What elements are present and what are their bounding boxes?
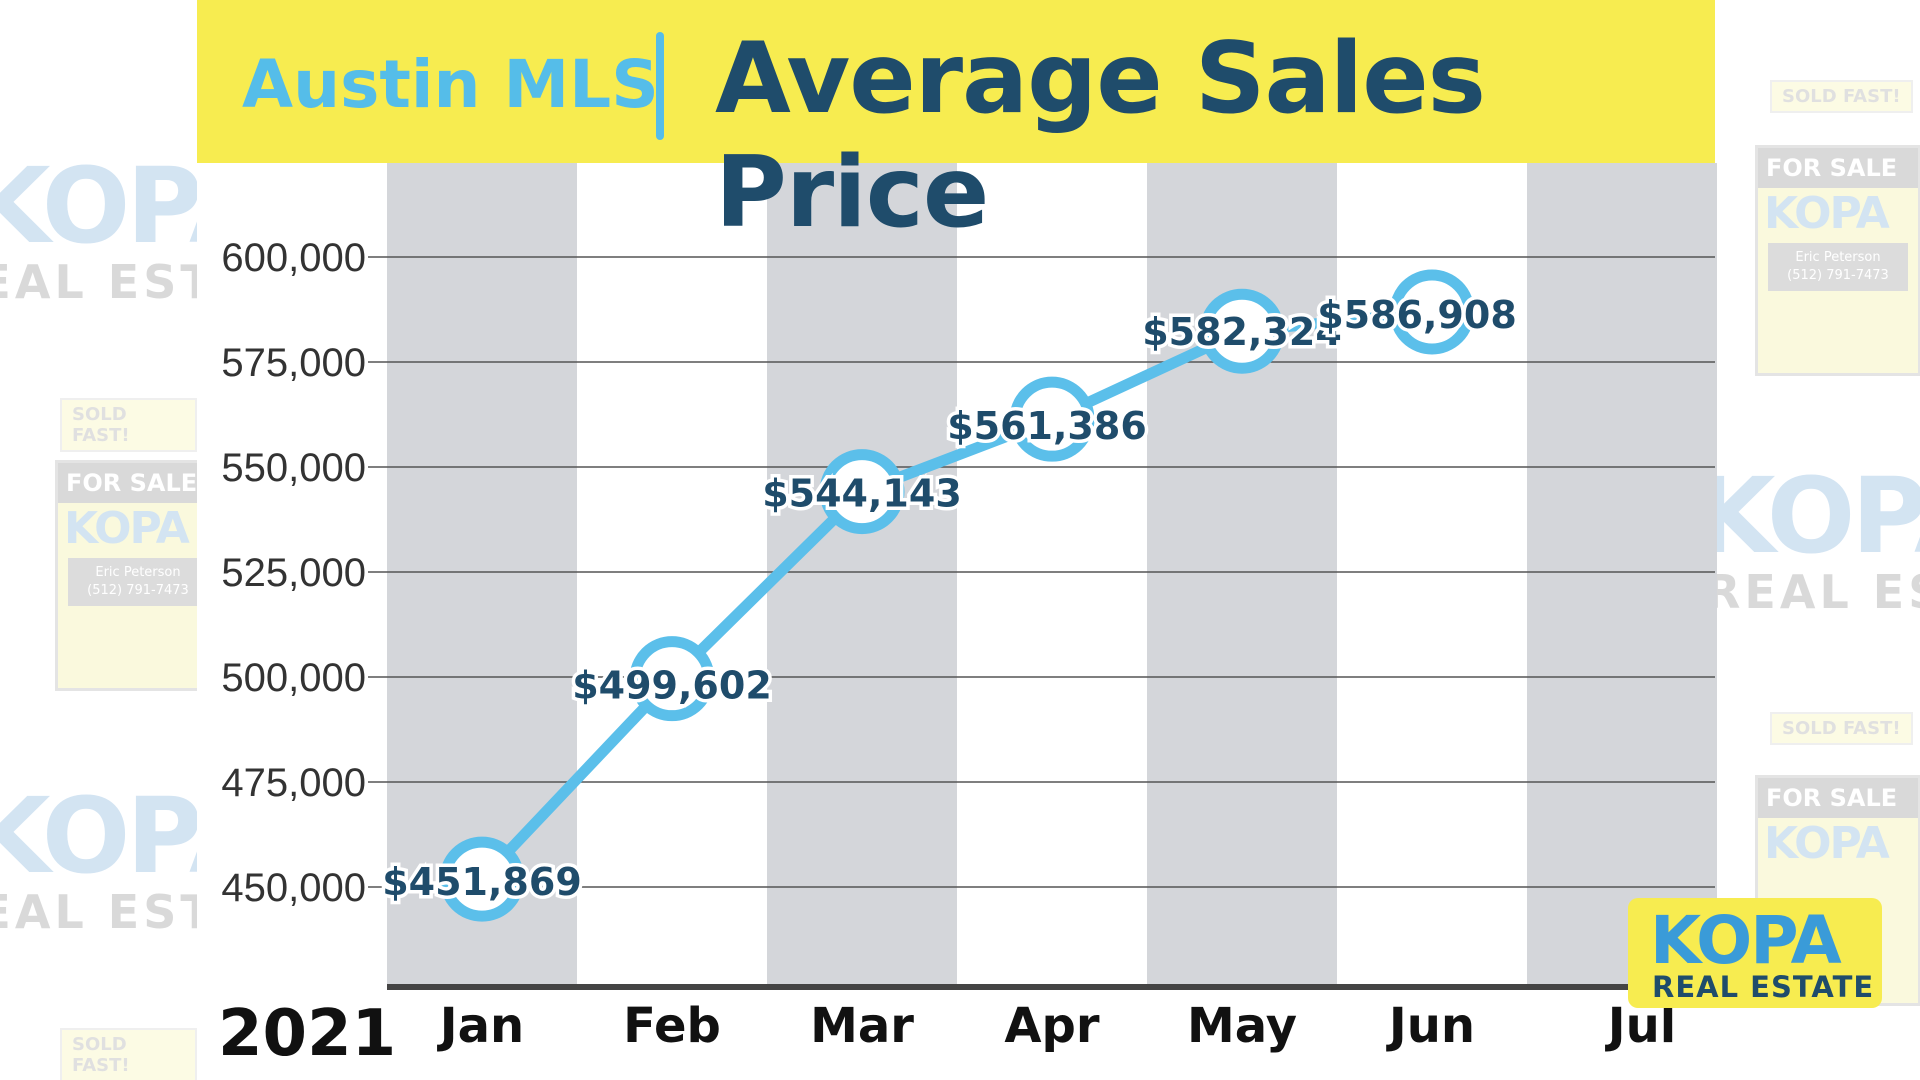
x-axis-labels: Jan Feb Mar Apr May Jun Jul [437,998,1676,1054]
series-line [439,269,1475,922]
title-banner: Austin MLS Average Sales Price [197,0,1715,250]
watermark-sub: REAL ESTATE [0,255,197,309]
market-label: Austin MLS [242,46,659,123]
year-label: 2021 [218,997,396,1071]
watermark-sub: REAL ESTATE [0,885,197,939]
sign-header: FOR SALE [1758,778,1918,818]
sign-header: FOR SALE [1758,148,1918,188]
column-stripes [387,163,1717,985]
data-point-marker [629,636,715,722]
for-sale-sign: FOR SALE KOPA Eric Peterson (512) 791-74… [1755,145,1920,376]
watermark-logo: KOPA [0,775,197,897]
sold-tag: SOLD FAST! [1770,80,1913,113]
column-stripe [767,163,957,985]
y-tick-label: 450,000 [221,866,366,910]
sign-header: FOR SALE [58,463,197,503]
data-point-marker [819,449,905,535]
data-label: $586,908 [1317,293,1517,337]
month-label: Mar [810,998,914,1054]
month-label: Apr [1004,998,1100,1054]
column-stripe [1147,163,1337,985]
data-labels: $451,869 $499,602 $544,143 $561,386 $582,324… [379,289,1521,907]
sign-logo: KOPA [1764,188,1890,239]
data-label: $544,143 [762,472,962,516]
background-watermark-right: SOLD FAST! FOR SALE KOPA Eric Peterson (… [1715,0,1920,1080]
brand-name: KOPA [1650,902,1842,979]
y-tick-label: 500,000 [221,656,366,700]
data-point-marker [1009,376,1095,462]
y-tick-label: 575,000 [221,341,366,385]
title-divider [656,32,664,140]
brand-subtitle: REAL ESTATE [1652,970,1875,1004]
watermark-logo: KOPA [0,145,197,267]
sold-tag: SOLD FAST! [1770,712,1913,745]
sign-logo: KOPA [1764,818,1890,869]
sign-contact: Eric Peterson (512) 791-7473 [68,558,197,606]
watermark-sub: REAL ESTATE [1715,565,1920,619]
gridlines [368,256,1715,888]
month-label: Jan [437,998,524,1054]
watermark-logo: KOPA [1715,455,1920,577]
sold-tag: SOLD FAST! [60,398,197,452]
month-label: Jun [1386,998,1475,1054]
data-point-marker [1199,288,1285,374]
data-label: $561,386 [947,404,1147,448]
month-label: May [1187,998,1297,1054]
y-tick-label: 475,000 [221,761,366,805]
month-label: Feb [623,998,721,1054]
sign-contact: Eric Peterson (512) 791-7473 [1768,243,1908,291]
brand-logo: KOPA REAL ESTATE [1628,898,1882,1008]
background-watermark-left: KOPA REAL ESTATE SOLD FAST! FOR SALE KOP… [0,0,197,1080]
y-tick-label: 550,000 [221,446,366,490]
y-tick-label: 525,000 [221,551,366,595]
y-axis-ticks: 450,000 475,000 500,000 525,000 550,000 575,0… [221,236,366,910]
column-stripe [1527,163,1717,985]
for-sale-sign: FOR SALE KOPA Eric Peterson (512) 791-74… [55,460,197,691]
data-label: $451,869 [382,860,582,904]
data-point-marker [1389,269,1475,355]
data-point-marker [439,836,525,922]
y-tick-label: 600,000 [221,236,366,280]
data-label: $499,602 [572,664,772,708]
sign-logo: KOPA [64,503,190,554]
chart-title: Average Sales Price [715,22,1486,250]
sold-tag: SOLD FAST! [60,1028,197,1080]
data-label: $582,324 [1142,310,1342,354]
